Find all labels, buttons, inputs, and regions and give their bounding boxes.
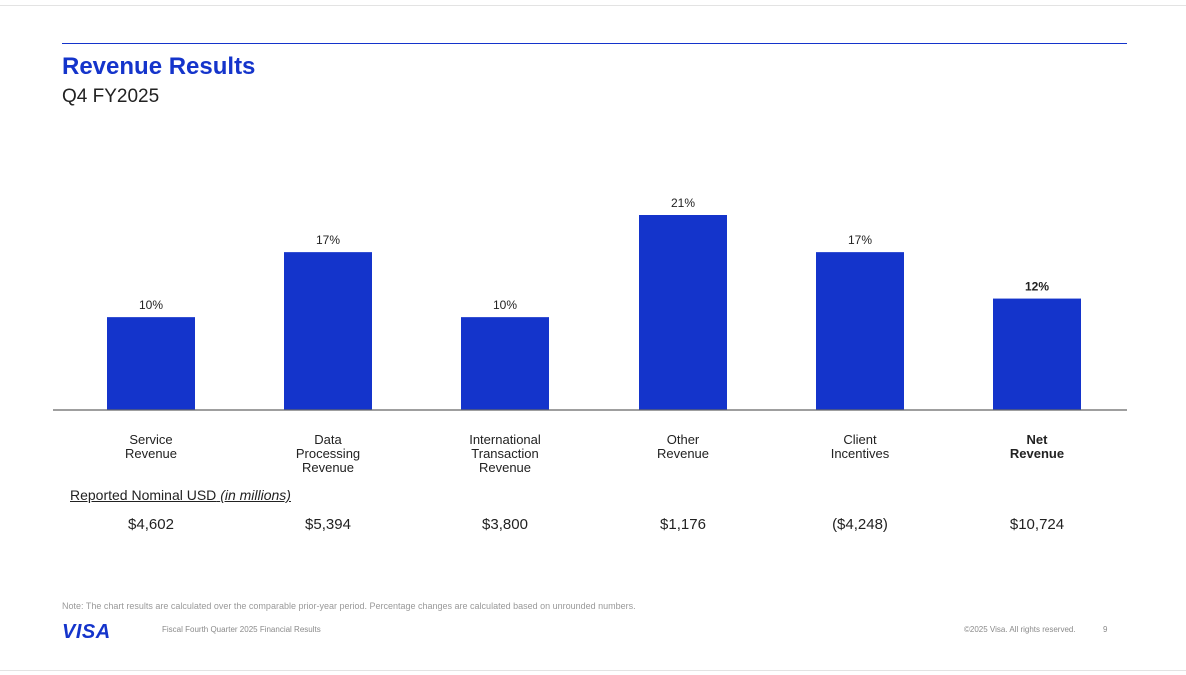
- reported-value-0: $4,602: [128, 516, 174, 533]
- category-label-2: International Transaction Revenue: [469, 432, 541, 475]
- footer-copyright: ©2025 Visa. All rights reserved.: [964, 625, 1076, 634]
- data-label-4: 17%: [848, 233, 872, 247]
- revenue-bar-chart: 10% 17% 10% 21% 17% 12%: [53, 196, 1127, 411]
- bottom-border: [0, 670, 1186, 671]
- category-label-1: Data Processing Revenue: [295, 432, 361, 475]
- data-label-2: 10%: [493, 298, 517, 312]
- page-number: 9: [1103, 625, 1108, 634]
- category-label-4: Client Incentives: [830, 432, 890, 461]
- category-label-5: Net Revenue: [1009, 432, 1065, 461]
- bar-5: [993, 298, 1081, 410]
- bar-2: [461, 317, 549, 410]
- data-label-0: 10%: [139, 298, 163, 312]
- footer-report-title: Fiscal Fourth Quarter 2025 Financial Res…: [162, 625, 321, 634]
- reported-value-2: $3,800: [482, 516, 528, 533]
- bar-1: [284, 252, 372, 410]
- bar-0: [107, 317, 195, 410]
- title-rule: [62, 43, 1127, 44]
- bar-3: [639, 215, 727, 410]
- slide-subtitle: Q4 FY2025: [62, 86, 160, 107]
- slide-title: Revenue Results: [62, 53, 256, 80]
- data-label-5: 12%: [1025, 280, 1049, 294]
- visa-logo: VISA: [62, 621, 111, 643]
- data-label-3: 21%: [671, 196, 695, 210]
- category-label-0: Service Revenue: [124, 432, 178, 461]
- data-label-1: 17%: [316, 233, 340, 247]
- category-label-3: Other Revenue: [656, 432, 710, 461]
- reported-value-5: $10,724: [1009, 516, 1065, 533]
- reported-value-3: $1,176: [660, 516, 706, 533]
- top-border: [0, 5, 1186, 6]
- reported-value-1: $5,394: [305, 516, 351, 533]
- reported-value-4: ($4,248): [832, 516, 888, 533]
- footnote: Note: The chart results are calculated o…: [62, 601, 636, 611]
- reported-nominal-label: Reported Nominal USD (in millions): [70, 487, 291, 503]
- bar-4: [816, 252, 904, 410]
